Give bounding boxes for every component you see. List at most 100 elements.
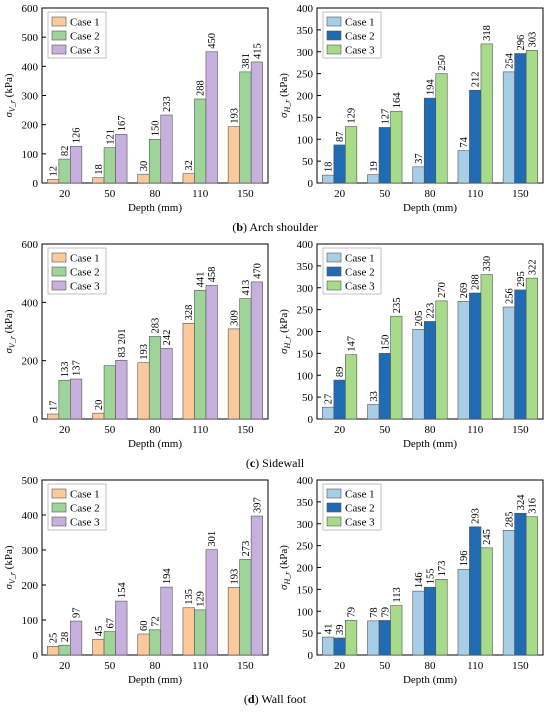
x-tick-label: 80 — [150, 424, 162, 436]
y-tick-label: 200 — [297, 91, 314, 103]
data-label: 167 — [117, 116, 128, 132]
bar — [390, 315, 403, 420]
bar — [194, 609, 207, 656]
data-label: 82 — [60, 146, 71, 157]
y-tick-label: 100 — [22, 149, 39, 161]
y-tick-label: 200 — [297, 327, 314, 339]
data-label: 193 — [229, 108, 240, 124]
bar — [367, 404, 380, 420]
data-label: 164 — [392, 92, 403, 109]
bar — [502, 71, 515, 184]
bar — [205, 549, 218, 656]
data-label: 458 — [207, 267, 218, 283]
bar — [345, 126, 358, 184]
legend-label: Case 2 — [345, 503, 375, 515]
y-tick-label: 300 — [297, 283, 314, 295]
bar — [390, 110, 403, 184]
bar — [469, 292, 482, 420]
legend-label: Case 3 — [345, 281, 375, 293]
bar — [514, 53, 527, 184]
y-tick-label: 400 — [22, 510, 39, 522]
legend-swatch — [326, 30, 342, 41]
y-tick-label: 350 — [297, 261, 314, 273]
x-tick-label: 80 — [150, 660, 162, 672]
data-label: 74 — [459, 136, 470, 147]
bar — [525, 516, 538, 656]
caption-wall-foot: (d) Wall foot — [243, 692, 307, 706]
bar — [160, 586, 173, 656]
data-label: 173 — [437, 561, 448, 577]
y-tick-label: 300 — [297, 519, 314, 531]
x-tick-label: 150 — [512, 660, 529, 672]
y-tick-label: 600 — [22, 239, 39, 251]
data-label: 41 — [324, 624, 335, 635]
data-label: 296 — [516, 35, 527, 51]
y-tick-label: 300 — [297, 47, 314, 59]
y-axis-label: σH_r (kPa) — [278, 309, 292, 354]
y-tick-label: 500 — [22, 32, 39, 44]
data-label: 79 — [347, 607, 358, 618]
bar — [115, 600, 128, 656]
legend-swatch — [326, 516, 342, 527]
x-tick-label: 150 — [237, 188, 254, 200]
data-label: 254 — [504, 52, 515, 69]
legend-swatch — [326, 488, 342, 499]
legend-label: Case 3 — [70, 45, 100, 57]
x-tick-label: 20 — [334, 188, 346, 200]
bar — [103, 147, 116, 184]
x-tick-label: 50 — [104, 660, 116, 672]
legend-swatch — [326, 280, 342, 291]
data-label: 316 — [527, 498, 538, 514]
x-tick-label: 50 — [379, 188, 391, 200]
data-label: 318 — [482, 25, 493, 41]
bar — [525, 50, 538, 184]
bar — [250, 61, 263, 184]
bar — [333, 379, 346, 420]
data-label: 83 201 — [117, 329, 128, 358]
legend-swatch — [51, 16, 67, 27]
y-tick-label: 0 — [33, 178, 39, 190]
data-label: 288 — [471, 274, 482, 290]
bar — [423, 97, 437, 184]
data-label: 242 — [162, 330, 173, 346]
bar — [514, 289, 527, 420]
bar — [480, 547, 493, 656]
x-tick-label: 150 — [237, 660, 254, 672]
y-tick-label: 350 — [297, 25, 314, 37]
chart-wall-foot-vertical: 0 100 200 300 400 500 σV_r (kPa) 20 25 28 97 50 4567… — [3, 475, 269, 686]
data-label: 441 — [196, 272, 207, 288]
legend-swatch — [51, 280, 67, 291]
data-label: 205 — [414, 311, 425, 327]
data-label: 129 — [196, 591, 207, 607]
bar — [148, 138, 162, 184]
legend-label: Case 2 — [345, 31, 375, 43]
legend-label: Case 3 — [70, 517, 100, 529]
data-label: 196 — [459, 551, 470, 567]
data-label: 413 — [241, 280, 252, 296]
data-label: 330 — [482, 256, 493, 272]
bar — [182, 607, 195, 656]
x-tick-label: 110 — [467, 424, 484, 436]
data-label: 256 — [504, 288, 515, 304]
x-axis-label: Depth (mm) — [403, 674, 457, 686]
bar — [182, 173, 195, 184]
data-label: 72 — [151, 616, 162, 627]
data-label: 25 — [49, 633, 60, 644]
bar — [345, 354, 358, 420]
x-tick-label: 20 — [59, 660, 71, 672]
y-tick-label: 50 — [302, 628, 314, 640]
bar — [345, 620, 358, 656]
bar — [457, 301, 470, 420]
bar — [148, 629, 162, 656]
y-tick-label: 400 — [297, 3, 314, 15]
x-tick-label: 50 — [104, 188, 116, 200]
y-tick-label: 400 — [22, 297, 39, 309]
data-label: 147 — [347, 336, 358, 352]
data-label: 33 — [369, 391, 380, 402]
legend-label: Case 1 — [345, 489, 375, 501]
x-tick-label: 110 — [192, 188, 209, 200]
y-axis-label: σV_r (kPa) — [3, 309, 17, 353]
x-tick-label: 110 — [192, 660, 209, 672]
bar — [250, 515, 263, 656]
bar — [322, 636, 335, 656]
